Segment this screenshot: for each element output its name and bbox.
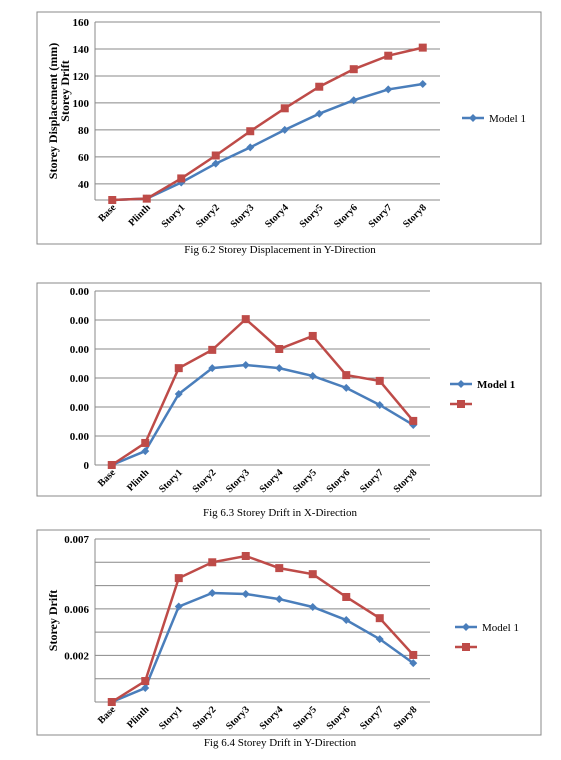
legend-marker <box>462 623 470 631</box>
y-axis-label: Storey Displacement (mm) <box>46 43 60 179</box>
point <box>342 592 351 601</box>
point <box>384 85 393 94</box>
y-axis-label: Storey Drift <box>46 590 60 651</box>
y-tick-label: 0.002 <box>64 650 89 662</box>
legend: Model 1 <box>455 622 519 651</box>
y-tick-label: 0.00 <box>70 344 90 356</box>
point <box>208 558 217 567</box>
legend-marker <box>462 643 470 651</box>
chart-frame <box>36 282 542 497</box>
caption: Fig 6.3 Storey Drift in X-Direction <box>203 507 357 519</box>
point <box>107 461 116 469</box>
point <box>241 589 250 598</box>
point <box>246 127 255 136</box>
legend: Model 1Model 2 <box>462 113 526 125</box>
point <box>142 194 151 203</box>
point <box>375 614 384 623</box>
point <box>342 383 351 392</box>
point <box>315 109 324 118</box>
point <box>141 447 150 456</box>
point <box>418 80 427 89</box>
y-axis-label: Storey Drift <box>58 60 72 121</box>
series-line <box>111 591 414 704</box>
point <box>108 196 117 204</box>
caption: Fig 6.4 Storey Drift in Y-Direction <box>204 737 357 749</box>
series-line <box>111 317 415 467</box>
point <box>342 371 351 380</box>
y-tick-label: 80 <box>78 125 90 137</box>
point <box>349 65 358 74</box>
point <box>280 125 289 134</box>
point <box>275 345 284 353</box>
point <box>241 360 250 369</box>
y-tick-label: 0.007 <box>64 534 89 546</box>
y-tick-label: 0.00 <box>70 402 90 414</box>
y-tick-label: 0.00 <box>70 373 90 385</box>
point <box>275 564 284 573</box>
point <box>342 616 351 625</box>
point <box>308 371 317 380</box>
point <box>241 315 250 324</box>
point <box>308 602 317 611</box>
y-tick-label: 0.00 <box>70 286 90 298</box>
series-line <box>112 46 424 202</box>
point <box>275 364 284 373</box>
point <box>174 574 183 583</box>
point <box>308 570 317 579</box>
legend-label: Model 1 <box>477 379 515 391</box>
point <box>208 589 217 598</box>
point <box>177 174 186 183</box>
point <box>375 400 384 409</box>
legend-label: Model 1 <box>489 113 526 125</box>
point <box>208 364 217 373</box>
point <box>409 416 418 425</box>
point <box>349 96 358 105</box>
series-line <box>112 82 423 202</box>
point <box>211 151 220 160</box>
point <box>246 143 255 152</box>
point <box>174 364 183 373</box>
y-tick-label: 100 <box>73 98 90 110</box>
point <box>409 659 418 668</box>
point <box>241 551 250 560</box>
y-tick-label: 0.00 <box>70 431 90 443</box>
legend-marker <box>457 380 465 388</box>
point <box>375 376 384 385</box>
series-line <box>111 554 415 704</box>
point <box>141 684 150 693</box>
legend-marker <box>469 114 477 122</box>
point <box>141 438 150 447</box>
point <box>280 104 289 113</box>
y-tick-label: 140 <box>73 44 90 56</box>
caption: Fig 6.2 Storey Displacement in Y-Directi… <box>184 244 376 256</box>
point <box>107 698 116 706</box>
y-tick-label: 120 <box>73 71 90 83</box>
point <box>208 345 217 354</box>
point <box>418 43 427 52</box>
legend-label: Model 1 <box>482 622 519 634</box>
point <box>409 650 418 659</box>
legend: Model 1 <box>450 379 515 408</box>
point <box>375 635 384 644</box>
point <box>308 331 317 340</box>
point <box>315 82 324 91</box>
point <box>174 602 183 611</box>
y-tick-label: 0 <box>84 460 90 472</box>
point <box>211 159 220 168</box>
y-tick-label: 0.006 <box>64 604 89 616</box>
point <box>275 595 284 604</box>
y-tick-label: 60 <box>78 152 90 164</box>
point <box>174 389 183 398</box>
point <box>384 51 393 60</box>
series-line <box>111 363 414 467</box>
point <box>141 677 150 686</box>
y-tick-label: 40 <box>78 179 90 191</box>
y-tick-label: 0.00 <box>70 315 90 327</box>
y-tick-label: 160 <box>73 17 90 29</box>
legend-marker <box>457 400 465 408</box>
